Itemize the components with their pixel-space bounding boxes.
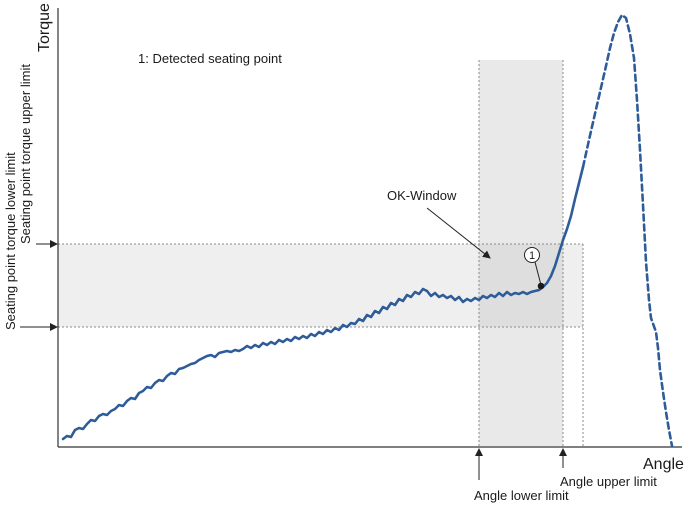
y-upper-limit-label: Seating point torque upper limit: [18, 64, 33, 244]
seating-point-leader: [534, 261, 542, 286]
ok-window-region: [479, 244, 563, 327]
seating-point-marker-number: 1: [529, 250, 535, 262]
torque-curve-dashed: [581, 13, 674, 448]
y-lower-limit-label: Seating point torque lower limit: [3, 152, 18, 330]
seating-point-dot: [537, 282, 545, 290]
seating-point-marker: [524, 247, 540, 263]
y-axis-title: Torque: [36, 3, 53, 52]
x-lower-limit-label: Angle lower limit: [474, 488, 569, 503]
x-upper-limit-label: Angle upper limit: [560, 474, 657, 489]
x-axis-title: Angle: [643, 456, 684, 473]
ok-window-label: OK-Window: [387, 188, 457, 203]
torque-curve-solid: [61, 165, 585, 441]
ok-window-arrow: [426, 207, 491, 259]
guide-lines: [58, 60, 584, 446]
legend-note: 1: Detected seating point: [138, 51, 282, 66]
